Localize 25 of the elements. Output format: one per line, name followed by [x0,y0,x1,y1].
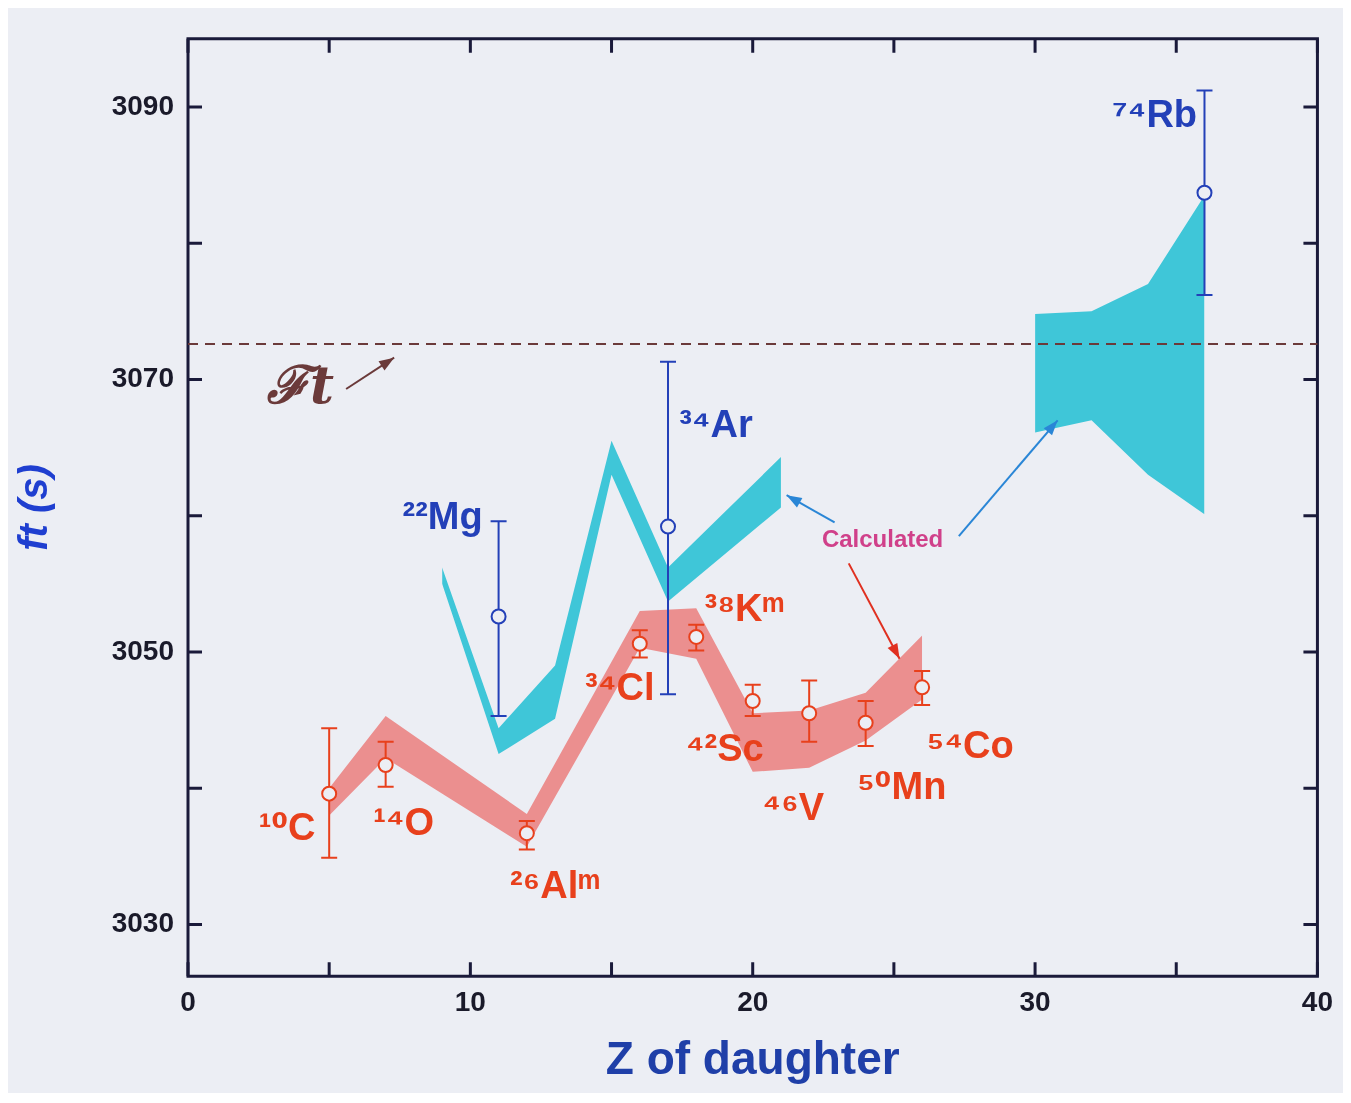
x-tick-label: 40 [1301,985,1334,1017]
y-axis-title: ft (s) [11,464,56,551]
annotation: ⁵⁰Mn [856,765,947,808]
annotation: ¹⁴O [373,801,435,844]
annotation: ²⁶Alᵐ [510,863,600,906]
annotation: ⁵⁴Co [926,723,1014,766]
annotation: ℱt [266,353,334,415]
annotation: ³⁴Cl [585,666,655,709]
x-tick-label: 10 [454,985,486,1017]
annotation: ³⁸Kᵐ [704,587,784,630]
annotation: ¹⁰C [258,806,316,849]
y-tick-label: 3090 [111,89,174,121]
y-tick-label: 3030 [111,907,174,939]
annotation: ²²Mg [402,494,483,537]
annotation: ⁷⁴Rb [1111,93,1198,136]
x-axis-title: Z of daughter [605,1032,900,1085]
annotation: ⁴²Sc [685,727,764,770]
annotation: ⁴⁶V [762,785,825,828]
annotation: Calculated [821,524,944,552]
x-tick-label: 20 [737,985,769,1017]
annotation: ³⁴Ar [679,403,754,446]
x-tick-label: 30 [1019,985,1051,1017]
x-tick-label: 0 [180,985,196,1017]
y-tick-label: 3070 [111,362,174,394]
y-tick-label: 3050 [111,634,174,666]
